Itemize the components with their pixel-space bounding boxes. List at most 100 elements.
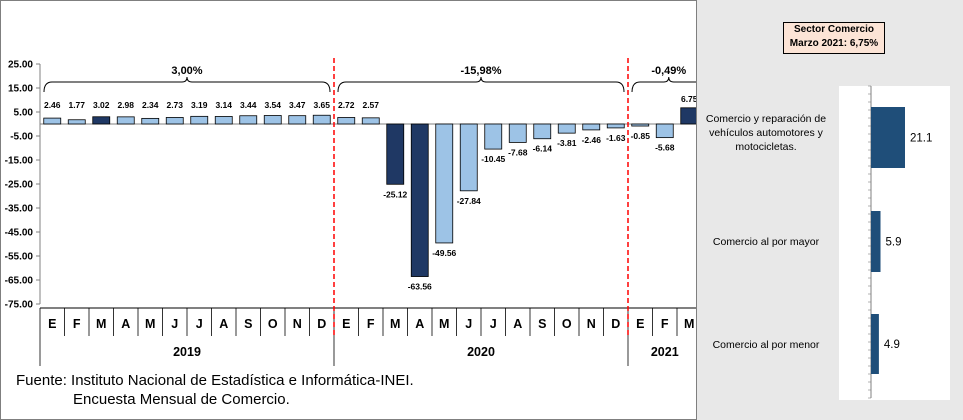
bar (557, 123, 576, 134)
month-label: M (96, 317, 106, 331)
bar (312, 114, 331, 125)
month-label: E (342, 317, 350, 331)
annotation-label: 3,00% (171, 65, 202, 77)
month-label: F (661, 317, 669, 331)
data-label: 6.75 (681, 94, 696, 104)
month-label: A (121, 317, 130, 331)
month-label: M (439, 317, 449, 331)
month-label: F (73, 317, 81, 331)
month-label: N (587, 317, 596, 331)
month-label: S (244, 317, 252, 331)
data-label: -6.14 (533, 144, 553, 154)
y-tick-label: -25.00 (5, 180, 34, 191)
bar (655, 123, 674, 139)
y-tick-label: -35.00 (5, 204, 34, 215)
bar (533, 123, 552, 140)
sector-category-label-1: Comercio al por mayor (712, 236, 820, 248)
year-label: 2021 (651, 345, 679, 359)
month-label: M (390, 317, 400, 331)
sector-bar (871, 211, 881, 272)
sector-value-label: 5.9 (886, 237, 902, 249)
month-label: M (684, 317, 694, 331)
sector-bar (871, 314, 879, 374)
data-label: 2.46 (44, 100, 61, 110)
data-label: -5.68 (655, 143, 675, 153)
bar (361, 117, 380, 125)
bar (288, 115, 307, 125)
month-label: D (317, 317, 326, 331)
bar (263, 115, 282, 125)
bar (410, 123, 429, 277)
sector-bar (871, 107, 905, 168)
y-tick-label: -55.00 (5, 252, 34, 263)
data-label: -7.68 (508, 147, 528, 157)
bar (141, 117, 160, 125)
month-label: J (465, 317, 472, 331)
y-tick-label: -45.00 (5, 228, 34, 239)
data-label: 2.57 (362, 100, 379, 110)
bar (43, 117, 62, 125)
data-label: 3.14 (215, 100, 232, 110)
month-label: A (513, 317, 522, 331)
bar (92, 116, 111, 125)
sector-title-box: Sector Comercio Marzo 2021: 6,75% (783, 22, 885, 54)
annotation-label: -15,98% (461, 65, 502, 77)
y-tick-label: -15.00 (5, 156, 34, 167)
bar (631, 123, 650, 127)
sector-value-label: 4.9 (884, 339, 900, 351)
month-label: N (293, 317, 302, 331)
month-label: O (268, 317, 278, 331)
bar (165, 117, 184, 125)
bar (484, 123, 503, 150)
data-label: -27.84 (457, 196, 481, 206)
sector-category-label-0: Comercio y reparación de vehículos autom… (705, 113, 827, 153)
data-label: 3.54 (264, 100, 281, 110)
data-label: 2.73 (166, 100, 183, 110)
data-label: 3.02 (93, 100, 110, 110)
y-tick-label: -5.00 (10, 132, 33, 143)
month-label: J (490, 317, 497, 331)
sector-title: Sector Comercio (793, 24, 875, 35)
bar (190, 115, 209, 125)
month-label: J (196, 317, 203, 331)
data-label: 3.44 (240, 100, 257, 110)
month-label: M (145, 317, 155, 331)
data-label: -49.56 (432, 248, 456, 258)
bar (386, 123, 405, 185)
data-label: 2.34 (142, 100, 159, 110)
bar (239, 115, 258, 125)
data-label: -2.46 (582, 135, 602, 145)
y-tick-label: -75.00 (5, 300, 34, 311)
y-tick-label: -65.00 (5, 276, 34, 287)
sector-value-label: 21.1 (910, 133, 932, 145)
month-label: E (636, 317, 644, 331)
data-label: -0.85 (631, 131, 651, 141)
data-label: -3.81 (557, 138, 577, 148)
sector-subtitle: Marzo 2021: 6,75% (789, 38, 879, 49)
data-label: -25.12 (383, 189, 407, 199)
month-label: J (171, 317, 178, 331)
bar (214, 116, 233, 125)
data-label: -1.63 (606, 133, 626, 143)
data-label: -63.56 (408, 282, 432, 292)
source-line-2: Encuesta Mensual de Comercio. (73, 391, 290, 408)
month-label: E (48, 317, 56, 331)
month-label: D (611, 317, 620, 331)
month-label: F (367, 317, 375, 331)
bar (116, 116, 135, 125)
bar (459, 123, 478, 192)
data-label: -10.45 (481, 154, 505, 164)
y-tick-label: 5.00 (14, 108, 34, 119)
month-label: A (219, 317, 228, 331)
bar (606, 123, 625, 129)
data-label: 3.47 (289, 100, 306, 110)
bar (435, 123, 454, 244)
annotation-label: -0,49% (651, 65, 686, 77)
y-tick-label: 25.00 (8, 60, 33, 71)
annotation-brace (337, 76, 625, 93)
year-label: 2019 (173, 345, 201, 359)
bar (67, 119, 86, 125)
month-label: A (415, 317, 424, 331)
